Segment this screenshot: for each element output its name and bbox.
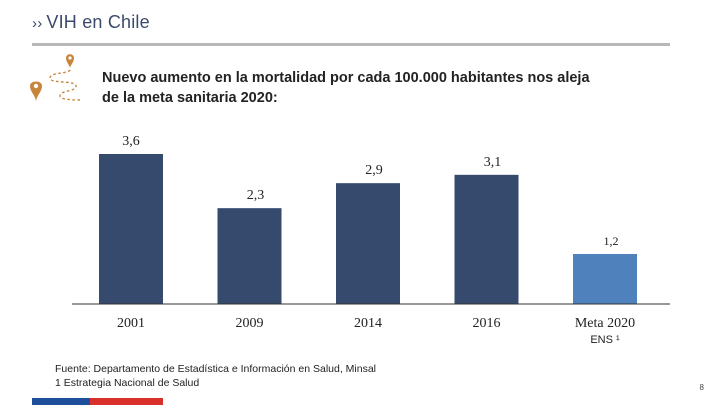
section-title-text: VIH en Chile bbox=[46, 12, 150, 32]
value-label: 3,1 bbox=[484, 155, 502, 170]
headline-line-2: de la meta sanitaria 2020: bbox=[102, 90, 278, 106]
bar-2001 bbox=[99, 154, 163, 304]
source-line-2: 1 Estrategia Nacional de Salud bbox=[55, 377, 200, 389]
value-label: 1,2 bbox=[604, 234, 619, 248]
bar-2016 bbox=[454, 174, 519, 304]
category-label: 2009 bbox=[236, 316, 264, 331]
flag-color-band bbox=[32, 398, 163, 405]
title-divider bbox=[32, 43, 670, 46]
section-title: ›› VIH en Chile bbox=[32, 12, 150, 33]
headline-line-1: Nuevo aumento en la mortalidad por cada … bbox=[102, 70, 590, 86]
value-label: 2,9 bbox=[365, 163, 383, 178]
labels-layer: 3,6 2001 2,3 2009 2,9 2014 3,1 2016 1,2 Meta 2020… bbox=[117, 134, 635, 346]
bar-2009 bbox=[217, 208, 282, 304]
route-pin-icon bbox=[30, 54, 83, 102]
chevron-icon: ›› bbox=[32, 15, 43, 32]
page-number: 8 bbox=[699, 383, 704, 392]
bars-layer bbox=[99, 154, 637, 304]
headline: Nuevo aumento en la mortalidad por cada … bbox=[102, 68, 662, 108]
flag-band-blue bbox=[32, 398, 90, 405]
value-label: 3,6 bbox=[122, 134, 140, 149]
flag-band-red bbox=[90, 398, 163, 405]
source-note: Fuente: Departamento de Estadística e In… bbox=[55, 362, 376, 390]
source-line-1: Fuente: Departamento de Estadística e In… bbox=[55, 363, 377, 375]
bar-2014 bbox=[336, 183, 400, 304]
category-note: ENS ¹ bbox=[590, 334, 620, 346]
category-label: Meta 2020 bbox=[575, 316, 635, 331]
category-label: 2001 bbox=[117, 316, 145, 331]
bar-meta-2020 bbox=[573, 254, 637, 304]
value-label: 2,3 bbox=[247, 188, 265, 203]
category-label: 2016 bbox=[473, 316, 501, 331]
category-label: 2014 bbox=[354, 316, 382, 331]
